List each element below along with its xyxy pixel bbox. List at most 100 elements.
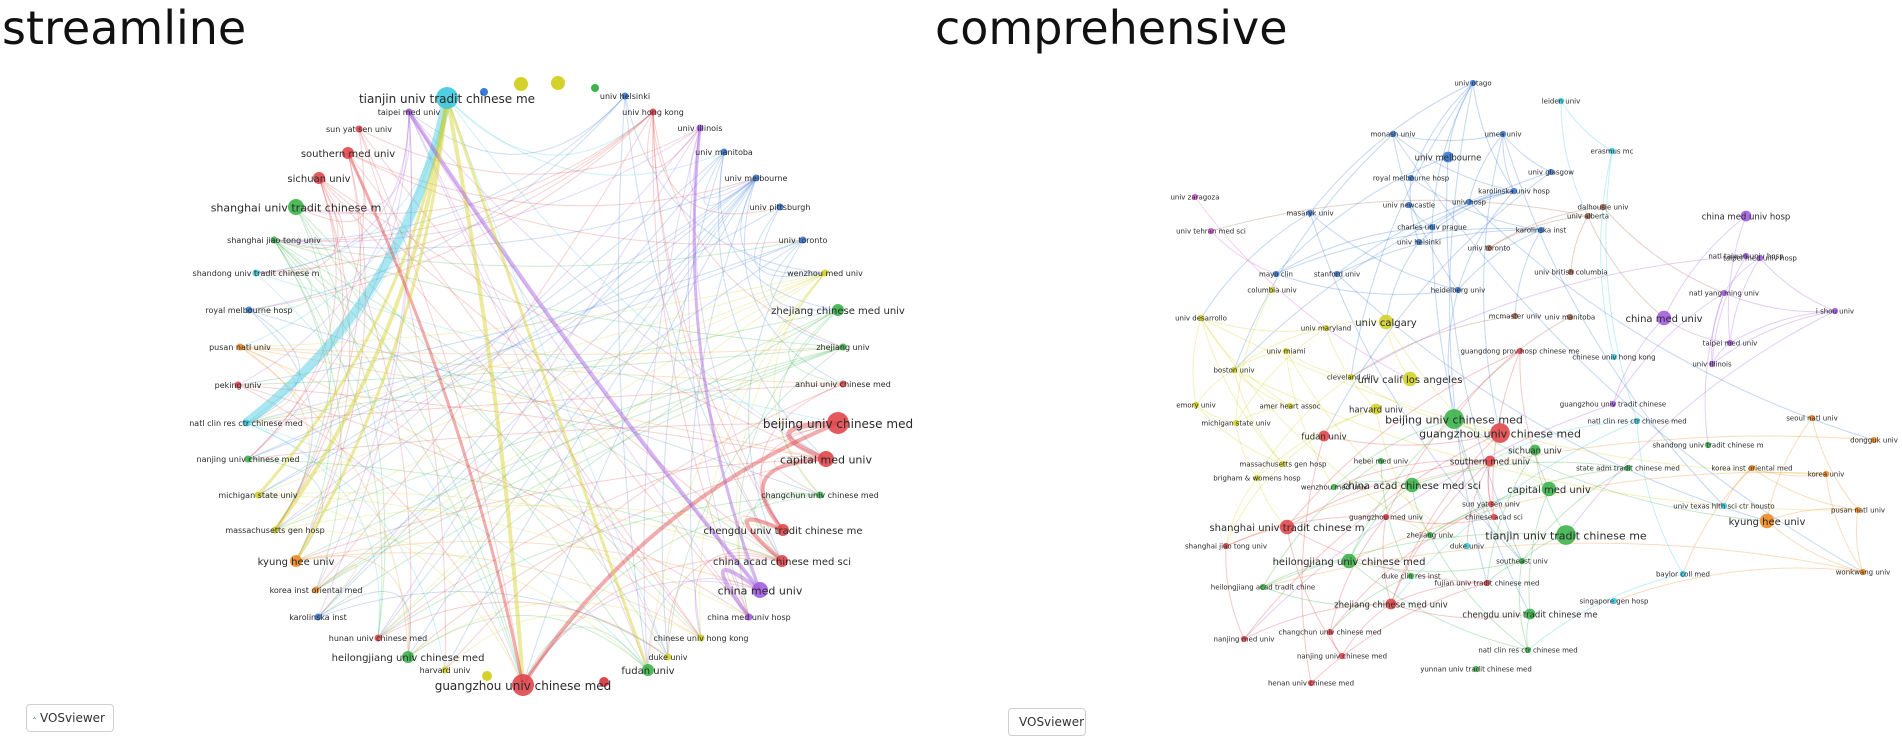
network-node[interactable]: chinese univ hong kong — [653, 634, 748, 643]
network-node[interactable]: henan univ chinese med — [1268, 680, 1354, 688]
network-node[interactable]: korea inst oriental med — [1711, 465, 1792, 473]
network-node[interactable]: univ otago — [1454, 80, 1491, 88]
node-marker[interactable] — [1490, 423, 1510, 443]
network-node[interactable]: nanjing univ chinese med — [197, 455, 300, 464]
network-node[interactable]: erasmus mc — [1591, 148, 1634, 156]
node-marker[interactable] — [1633, 417, 1641, 425]
network-node[interactable]: univ toronto — [1468, 245, 1511, 253]
network-node[interactable]: duke clin res inst — [1381, 573, 1441, 581]
node-marker[interactable] — [621, 92, 629, 100]
node-marker[interactable] — [1385, 598, 1397, 610]
node-marker[interactable] — [234, 381, 242, 389]
network-node[interactable]: charles univ prague — [1397, 224, 1467, 232]
network-node[interactable]: taipei med univ — [1703, 340, 1758, 348]
node-marker[interactable] — [839, 380, 847, 388]
node-marker[interactable] — [1490, 513, 1498, 521]
network-node[interactable]: univ illinois — [678, 124, 723, 133]
network-node[interactable]: guangzhou univ chinese med — [1419, 423, 1581, 443]
network-node[interactable]: sun yat sen univ — [326, 125, 392, 134]
node-marker[interactable] — [1192, 401, 1200, 409]
network-node[interactable]: shandong univ tradit chinese m — [1652, 442, 1763, 450]
node-marker[interactable] — [1516, 347, 1524, 355]
network-node[interactable]: columbia univ — [1247, 287, 1296, 295]
node-marker[interactable] — [1656, 310, 1672, 326]
node-marker[interactable] — [1854, 506, 1862, 514]
node-marker[interactable] — [1511, 312, 1519, 320]
node-marker[interactable] — [697, 634, 705, 642]
network-node[interactable]: pusan natl univ — [1831, 507, 1885, 515]
network-node[interactable]: taipei med univ hosp — [1723, 255, 1797, 263]
network-node[interactable]: univ zaragoza — [1170, 194, 1219, 202]
network-node[interactable]: capital med univ — [1507, 481, 1591, 497]
hub-node[interactable] — [514, 77, 528, 91]
network-node[interactable]: hebei med univ — [1354, 458, 1408, 466]
network-node[interactable]: guangzhou univ tradit chinese — [1560, 401, 1667, 409]
node-marker[interactable] — [236, 343, 244, 351]
node-marker[interactable] — [1756, 254, 1764, 262]
network-node[interactable]: guangdong prov hosp chinese me — [1460, 348, 1579, 356]
node-marker[interactable] — [1402, 371, 1418, 387]
node-marker[interactable] — [1415, 238, 1423, 246]
hub-node[interactable] — [591, 84, 599, 92]
network-node[interactable]: natl clin res ctr chinese med — [189, 419, 303, 428]
node-marker[interactable] — [1485, 244, 1493, 252]
network-node[interactable]: univ calgary — [1355, 314, 1417, 330]
node-marker[interactable] — [1272, 270, 1280, 278]
node-marker[interactable] — [1742, 252, 1750, 260]
node-marker[interactable] — [1191, 193, 1199, 201]
node-marker[interactable] — [1465, 198, 1473, 206]
network-node[interactable]: peking univ — [215, 381, 262, 390]
node-marker[interactable] — [816, 491, 824, 499]
node-marker[interactable] — [355, 125, 363, 133]
hub-node[interactable] — [482, 671, 492, 681]
network-node[interactable]: guangzhou med univ — [1349, 514, 1423, 522]
node-marker[interactable] — [1524, 608, 1536, 620]
node-marker[interactable] — [1518, 557, 1526, 565]
node-marker[interactable] — [1428, 223, 1436, 231]
network-node[interactable]: chengdu univ tradit chinese me — [703, 524, 863, 537]
node-marker[interactable] — [441, 666, 449, 674]
node-marker[interactable] — [1442, 151, 1454, 163]
network-node[interactable]: zhejiang chinese med univ — [771, 304, 905, 317]
node-marker[interactable] — [1759, 513, 1775, 529]
node-marker[interactable] — [1207, 227, 1215, 235]
network-node[interactable]: shanghai jiao tong univ — [1185, 543, 1267, 551]
network-node[interactable]: nanjing univ chinese med — [1297, 653, 1387, 661]
network-node[interactable]: southern med univ — [301, 147, 395, 160]
node-marker[interactable] — [244, 455, 252, 463]
node-marker[interactable] — [1326, 628, 1334, 636]
network-node[interactable]: univ melbourne — [1415, 151, 1482, 164]
node-marker[interactable] — [1557, 97, 1565, 105]
node-marker[interactable] — [1704, 441, 1712, 449]
node-marker[interactable] — [1566, 313, 1574, 321]
node-marker[interactable] — [1407, 174, 1415, 182]
node-marker[interactable] — [312, 586, 320, 594]
node-marker[interactable] — [1610, 597, 1618, 605]
node-marker[interactable] — [818, 451, 834, 467]
network-node[interactable]: tianjin univ tradit chinese me — [359, 87, 535, 109]
network-node[interactable]: nanjing med univ — [1214, 636, 1275, 644]
network-node[interactable]: univ calif los angeles — [1358, 371, 1463, 387]
node-marker[interactable] — [664, 653, 672, 661]
node-marker[interactable] — [1286, 402, 1294, 410]
node-marker[interactable] — [1404, 477, 1420, 493]
network-node[interactable]: boston univ — [1213, 367, 1254, 375]
network-node[interactable]: shanghai univ tradit chinese m — [1209, 519, 1365, 535]
network-node[interactable]: korea univ — [1808, 471, 1845, 479]
network-node[interactable]: univ british columbia — [1534, 269, 1607, 277]
node-marker[interactable] — [1282, 347, 1290, 355]
network-node[interactable]: sichuan univ — [287, 172, 351, 185]
network-node[interactable]: leiden univ — [1542, 98, 1581, 106]
node-marker[interactable] — [1822, 470, 1830, 478]
network-node[interactable]: karolinska inst — [289, 613, 347, 622]
node-marker[interactable] — [1483, 579, 1491, 587]
node-marker[interactable] — [1322, 324, 1330, 332]
network-node[interactable]: massachusetts gen hosp — [225, 526, 324, 535]
network-node[interactable]: heilongjiang univ chinese med — [1273, 553, 1426, 569]
network-node[interactable]: changchun univ chinese med — [761, 491, 878, 500]
network-node[interactable]: changchun univ chinese med — [1279, 629, 1382, 637]
network-node[interactable]: anhui univ chinese med — [795, 380, 891, 389]
node-marker[interactable] — [1584, 212, 1592, 220]
network-node[interactable]: beijing univ chinese med — [1385, 409, 1523, 429]
node-marker[interactable] — [1610, 353, 1618, 361]
